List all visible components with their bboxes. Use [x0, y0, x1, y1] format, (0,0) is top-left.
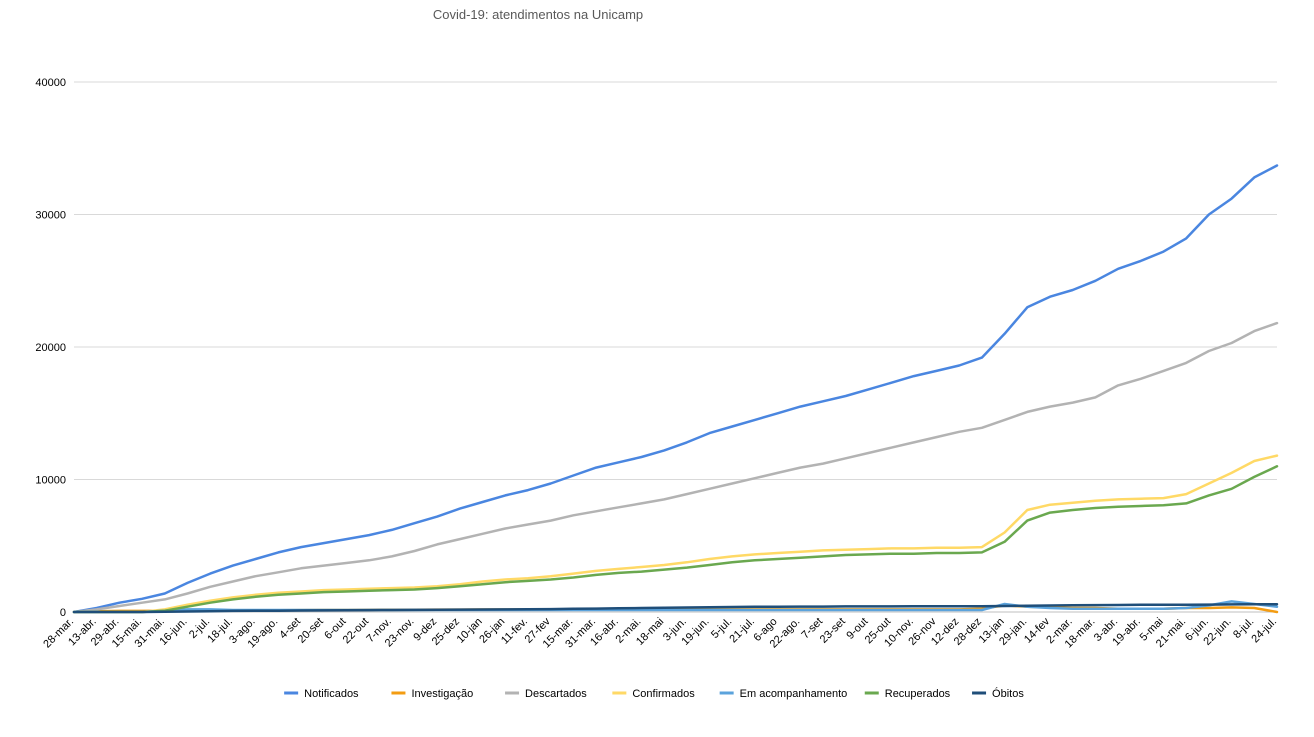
x-tick-label: 22-out: [341, 616, 372, 647]
legend-label-2: Investigação: [411, 688, 473, 700]
series-line-6: [72, 465, 1279, 614]
x-tick-label: 11-fev.: [499, 616, 530, 647]
legend-label-7: Óbitos: [992, 687, 1024, 700]
series-line-7: [72, 602, 1279, 614]
legend-label-4: Confirmados: [632, 688, 695, 700]
legend-label-1: Notificados: [304, 688, 359, 700]
x-tick-label: 20-set: [296, 616, 326, 646]
y-tick-label: 30000: [35, 210, 66, 222]
chart-title: Covid-19: atendimentos na Unicamp: [432, 7, 644, 22]
y-tick-label: 20000: [35, 342, 66, 354]
series-line-3: [72, 321, 1279, 614]
x-tick-label: 21-jul.: [727, 616, 757, 646]
legend-label-3: Descartados: [525, 688, 587, 700]
y-tick-label: 0: [60, 607, 66, 619]
y-tick-label: 10000: [35, 475, 66, 487]
y-tick-label: 40000: [35, 77, 66, 89]
legend-label-6: Recuperados: [885, 688, 951, 700]
series-line-1: [72, 164, 1279, 614]
x-tick-label: 23-set: [818, 616, 848, 646]
x-tick-label: 24-jul.: [1249, 616, 1279, 646]
legend-label-5: Em acompanhamento: [740, 688, 848, 700]
series-line-4: [72, 454, 1279, 614]
